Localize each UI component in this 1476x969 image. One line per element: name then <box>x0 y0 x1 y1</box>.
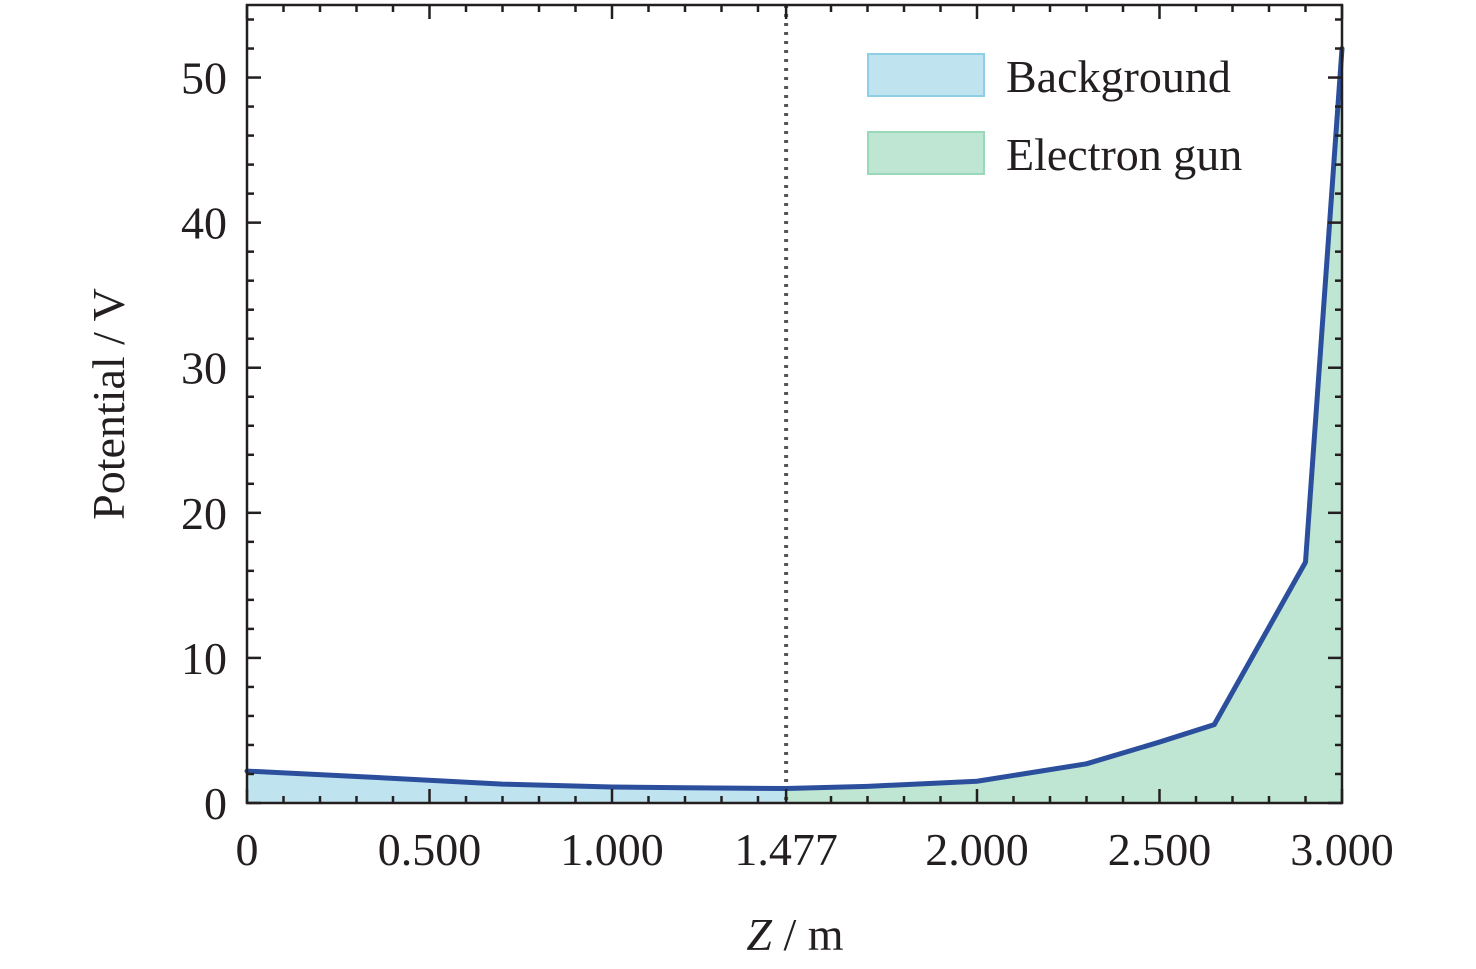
x-tick-label: 0 <box>236 824 259 875</box>
legend-label-electron-gun: Electron gun <box>1006 129 1242 180</box>
x-axis-title-unit: / m <box>772 909 844 960</box>
x-tick-label: 2.000 <box>925 824 1029 875</box>
ticks-layer <box>245 5 1344 805</box>
x-tick-labels: 0 0.500 1.000 1.477 2.000 2.500 3.000 <box>236 824 1394 875</box>
x-tick-label: 2.500 <box>1108 824 1212 875</box>
legend-label-background: Background <box>1006 51 1231 102</box>
y-tick-label: 10 <box>181 633 227 684</box>
y-tick-label: 20 <box>181 488 227 539</box>
region-area-electron-gun <box>786 48 1342 803</box>
y-tick-label: 40 <box>181 198 227 249</box>
x-tick-label: 1.477 <box>734 824 838 875</box>
x-tick-label: 1.000 <box>560 824 664 875</box>
x-axis-title-var: Z <box>746 909 772 960</box>
y-tick-label: 30 <box>181 343 227 394</box>
legend: Background Electron gun <box>867 51 1242 180</box>
x-axis-title: Z / m <box>746 909 843 960</box>
x-tick-label: 0.500 <box>378 824 482 875</box>
y-tick-label: 50 <box>181 53 227 104</box>
legend-swatch-electron-gun <box>867 131 985 175</box>
plot-frame <box>245 3 1344 805</box>
line-layer <box>244 46 1345 791</box>
potential-line <box>244 46 1345 791</box>
y-tick-labels: 0 10 20 30 40 50 <box>181 53 227 829</box>
y-tick-label: 0 <box>204 778 227 829</box>
legend-swatch-background <box>867 53 985 97</box>
x-tick-label: 3.000 <box>1290 824 1394 875</box>
y-axis-title: Potential / V <box>83 288 134 520</box>
